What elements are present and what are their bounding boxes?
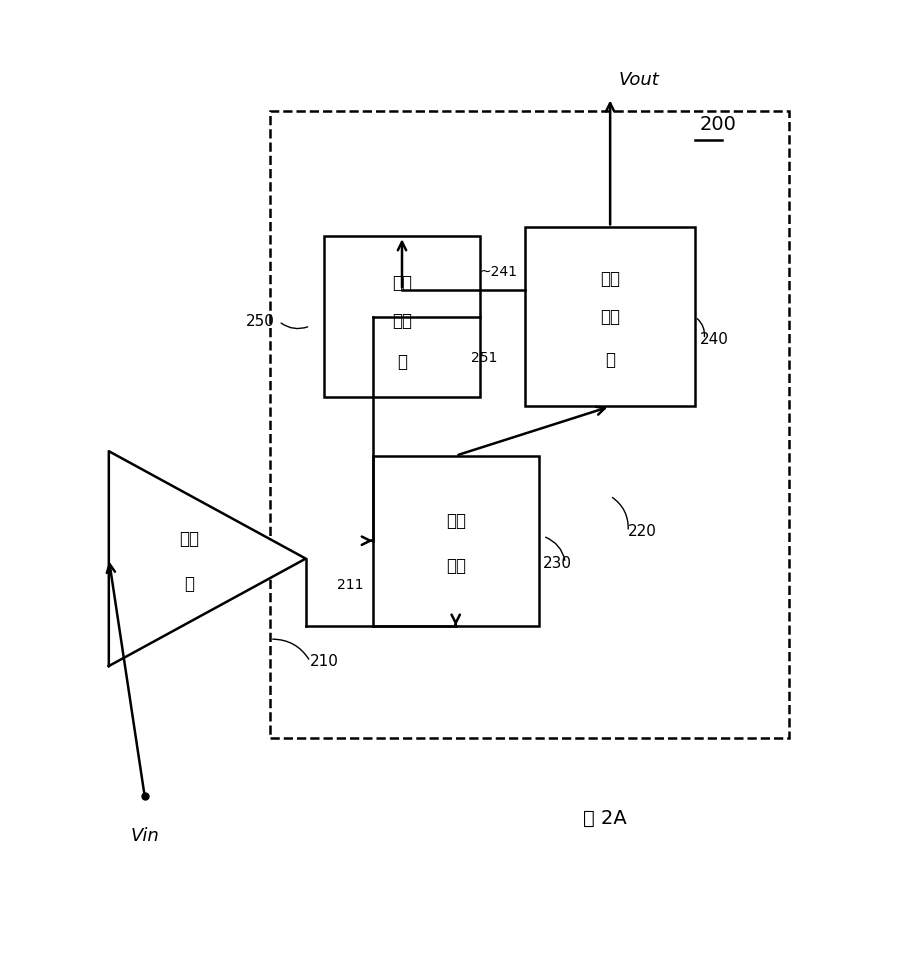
Text: 250: 250 — [245, 314, 275, 329]
Text: 反相: 反相 — [392, 274, 412, 292]
Text: 器: 器 — [397, 353, 407, 371]
Text: 缓冲: 缓冲 — [392, 313, 412, 330]
Text: 220: 220 — [628, 524, 657, 540]
Text: 路: 路 — [605, 351, 615, 369]
Text: 211: 211 — [337, 579, 364, 592]
Polygon shape — [109, 451, 305, 666]
Text: 放大: 放大 — [180, 530, 199, 548]
Bar — [525, 227, 695, 406]
Text: 图 2A: 图 2A — [584, 808, 627, 828]
Bar — [323, 237, 480, 397]
Text: 251: 251 — [471, 351, 497, 365]
Text: 信号: 信号 — [600, 271, 621, 288]
Text: 路: 路 — [184, 575, 194, 593]
Text: 可衰: 可衰 — [445, 512, 466, 530]
Text: 减器: 减器 — [445, 557, 466, 575]
Text: 230: 230 — [543, 555, 572, 571]
Bar — [270, 111, 789, 737]
Text: 检测: 检测 — [600, 308, 621, 326]
Bar — [373, 456, 539, 625]
Text: 210: 210 — [310, 655, 339, 669]
Text: 200: 200 — [700, 115, 736, 134]
Text: Vout: Vout — [619, 71, 660, 89]
Text: 240: 240 — [700, 332, 728, 347]
Text: Vin: Vin — [130, 827, 159, 845]
Text: ~241: ~241 — [480, 265, 518, 280]
